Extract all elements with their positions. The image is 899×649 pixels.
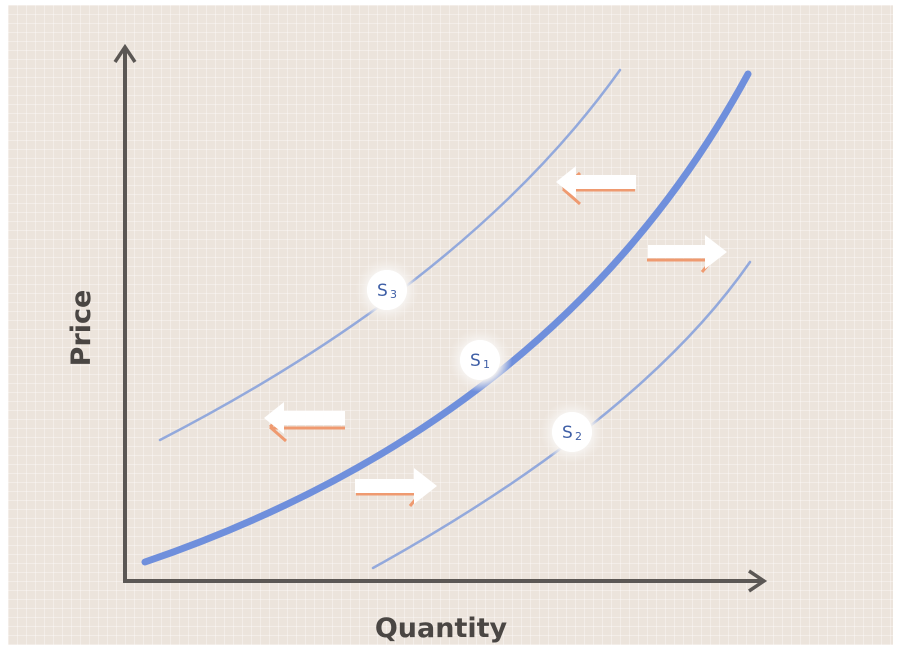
label-subscript: 3	[390, 288, 397, 301]
y-axis-arrowhead	[113, 43, 137, 63]
curve-label-s2: S 2	[540, 400, 604, 464]
shift-arrow-left-lower	[264, 402, 345, 443]
label-disc	[552, 412, 592, 452]
supply-curve-s2	[371, 260, 752, 570]
arrow-body	[648, 235, 727, 269]
label-subscript: 1	[483, 358, 490, 371]
supply-curve-s3	[158, 68, 622, 442]
diagram-background	[8, 5, 893, 645]
x-axis-label: Quantity	[375, 613, 508, 644]
label-text: S	[470, 351, 481, 371]
label-text: S	[562, 423, 573, 443]
x-axis-arrowhead	[748, 569, 768, 593]
label-disc	[460, 340, 500, 380]
arrow-body	[556, 166, 636, 198]
axes	[113, 43, 768, 593]
y-axis-label: Price	[66, 290, 97, 367]
shift-arrow-right-upper	[647, 235, 727, 273]
supply-curve-s1	[141, 70, 752, 566]
label-text: S	[377, 281, 388, 301]
shift-arrow-left-upper	[556, 166, 636, 206]
curve-label-s3: S 3	[355, 258, 419, 322]
arrow-body	[264, 402, 345, 434]
shift-arrow-right-lower	[355, 468, 437, 507]
label-disc	[367, 270, 407, 310]
arrow-body	[355, 468, 437, 504]
label-subscript: 2	[575, 430, 582, 443]
curve-label-s1: S 1	[448, 328, 512, 392]
